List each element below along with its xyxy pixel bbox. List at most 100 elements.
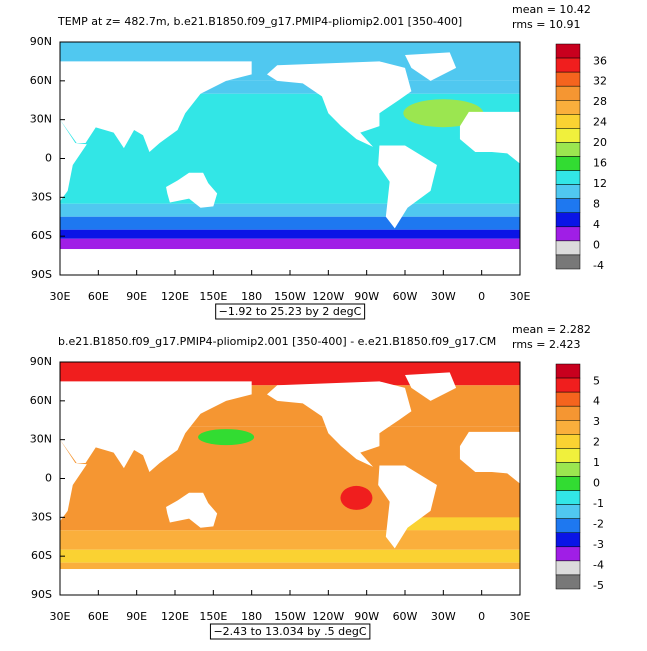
lat-label: 30N — [30, 113, 52, 126]
ocean-band — [60, 549, 520, 563]
lon-label: 120E — [161, 610, 189, 623]
colorbar-box — [555, 574, 581, 590]
lon-label: 120W — [312, 610, 344, 623]
warm-pool — [340, 485, 373, 510]
colorbar-box — [555, 434, 581, 449]
lon-label: 180 — [241, 610, 262, 623]
colorbar-label: 1 — [593, 456, 600, 469]
ocean-band — [60, 216, 520, 230]
land — [166, 492, 218, 528]
mean-stat: mean = 2.282 — [512, 323, 591, 336]
lon-label: 90W — [354, 610, 379, 623]
colorbar-box — [555, 71, 581, 87]
range-note: −2.43 to 13.034 by .5 degC — [213, 625, 366, 638]
map — [60, 362, 520, 595]
ocean-band — [60, 203, 520, 217]
colorbar-label: -2 — [593, 517, 604, 530]
map — [60, 42, 520, 275]
lat-label: 60S — [31, 229, 52, 242]
colorbar-box — [555, 476, 581, 491]
colorbar-label: 28 — [593, 95, 607, 108]
colorbar-box — [555, 212, 581, 228]
land — [405, 52, 457, 81]
colorbar-box — [555, 420, 581, 435]
colorbar-label: 36 — [593, 54, 607, 67]
colorbar-box — [555, 532, 581, 548]
lon-label: 90E — [126, 610, 147, 623]
land — [267, 381, 412, 467]
land — [378, 465, 437, 549]
lat-label: 60N — [30, 394, 52, 407]
warm-pool — [198, 429, 255, 446]
mean-stat: mean = 10.42 — [512, 3, 591, 16]
land — [378, 145, 437, 229]
colorbar-label: 5 — [593, 374, 600, 387]
colorbar-box — [555, 240, 581, 256]
colorbar-label: 12 — [593, 177, 607, 190]
band — [405, 517, 520, 531]
lon-label: 30E — [510, 610, 531, 623]
land — [166, 172, 218, 208]
colorbar-label: 24 — [593, 116, 607, 129]
land — [60, 381, 252, 473]
land — [60, 61, 252, 153]
colorbar-box — [555, 518, 581, 533]
lat-label: 90N — [30, 355, 52, 368]
colorbar-label: -5 — [593, 579, 604, 592]
land — [405, 372, 457, 401]
colorbar-box — [555, 546, 581, 562]
lon-label: 30W — [431, 610, 456, 623]
colorbar-box — [555, 377, 581, 393]
lon-label: 120E — [161, 290, 189, 303]
colorbar-label: 32 — [593, 75, 607, 88]
ocean-band — [60, 362, 520, 386]
range-box — [215, 303, 366, 320]
rms-stat: rms = 2.423 — [512, 338, 580, 351]
colorbar-label: -1 — [593, 497, 604, 510]
lon-label: 120W — [312, 290, 344, 303]
lon-label: 30E — [50, 290, 71, 303]
lat-label: 30S — [31, 190, 52, 203]
lat-label: 30S — [31, 510, 52, 523]
colorbar-box — [555, 57, 581, 73]
ocean-band — [60, 238, 520, 250]
lon-label: 180 — [241, 290, 262, 303]
land — [459, 431, 520, 484]
colorbar-label: 4 — [593, 218, 600, 231]
colorbar-label: 4 — [593, 395, 600, 408]
lon-label: 0 — [478, 290, 485, 303]
colorbar-box — [555, 504, 581, 519]
colorbar-label: 16 — [593, 157, 607, 170]
lon-label: 150E — [199, 290, 227, 303]
colorbar-box — [555, 184, 581, 199]
colorbar-box — [555, 560, 581, 576]
land — [459, 111, 520, 164]
colorbar-label: 0 — [593, 477, 600, 490]
colorbar-box — [555, 100, 581, 115]
lat-label: 90S — [31, 268, 52, 281]
lon-label: 60E — [88, 610, 109, 623]
range-note: −1.92 to 25.23 by 2 degC — [219, 305, 362, 318]
ocean-band — [60, 229, 520, 239]
colorbar-label: 2 — [593, 436, 600, 449]
colorbar-label: 8 — [593, 197, 600, 210]
colorbar-box — [555, 448, 581, 463]
lon-label: 30W — [431, 290, 456, 303]
lat-label: 60S — [31, 549, 52, 562]
lat-label: 90S — [31, 588, 52, 601]
lon-label: 90W — [354, 290, 379, 303]
lon-label: 60E — [88, 290, 109, 303]
colorbar-label: 3 — [593, 415, 600, 428]
colorbar-box — [555, 462, 581, 477]
colorbar-box — [555, 43, 581, 59]
lat-label: 90N — [30, 35, 52, 48]
lon-label: 90E — [126, 290, 147, 303]
land — [60, 249, 520, 275]
warm-pool — [403, 99, 484, 128]
colorbar-box — [555, 170, 581, 185]
colorbar-box — [555, 226, 581, 242]
colorbar-box — [555, 128, 581, 143]
lon-label: 0 — [478, 610, 485, 623]
colorbar-label: -4 — [593, 259, 604, 272]
lon-label: 60W — [393, 290, 418, 303]
